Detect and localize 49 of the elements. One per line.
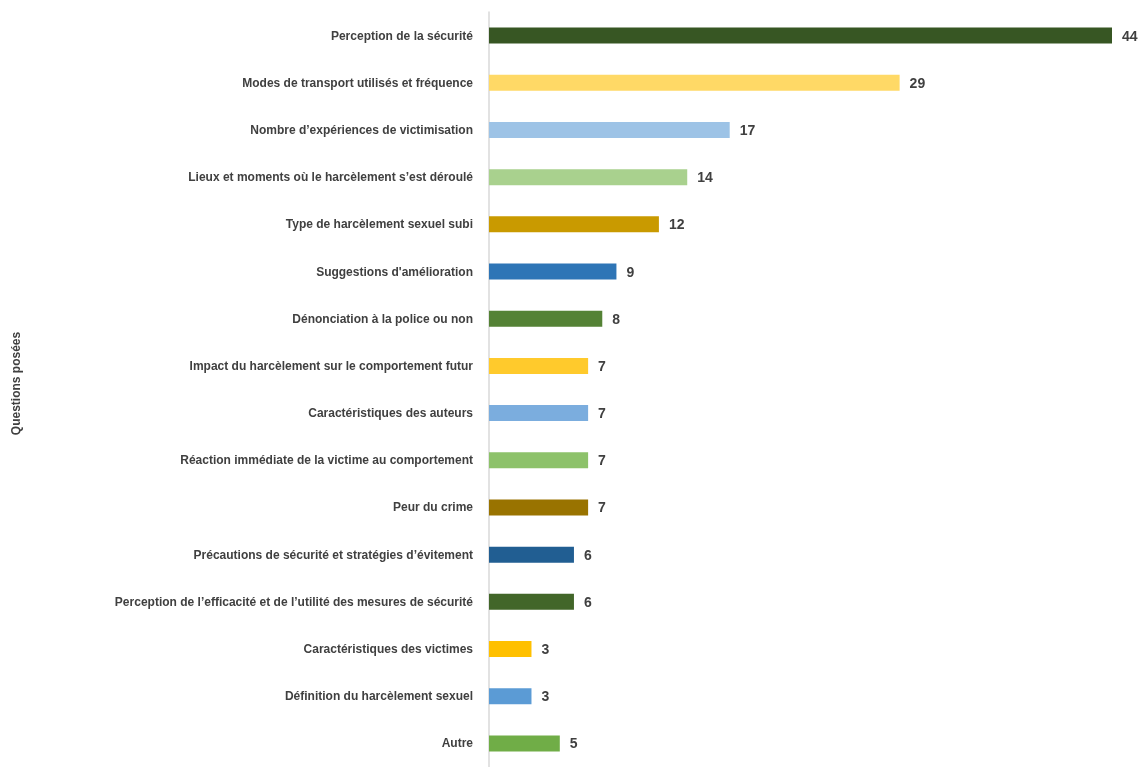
bar: [489, 263, 617, 280]
y-tick-label: Précautions de sécurité et stratégies d’évitement: [193, 547, 473, 562]
bar: [489, 499, 589, 516]
text: Questions posées: [9, 331, 23, 436]
y-tick-label: Dénonciation à la police ou non: [292, 311, 473, 326]
y-tick-label: Caractéristiques des victimes: [303, 642, 474, 657]
y-tick-label: Caractéristiques des auteurs: [308, 406, 474, 421]
y-tick-label: Réaction immédiate de la victime au comportement: [180, 453, 473, 468]
y-tick-label: Définition du harcèlement sexuel: [284, 689, 473, 704]
data-label: 14: [697, 169, 714, 186]
y-tick-label: Impact du harcèlement sur le comportement futur: [189, 358, 474, 373]
data-label: 7: [598, 452, 607, 469]
bar: [489, 27, 1112, 44]
y-tick-label: Perception de la sécurité: [330, 28, 474, 43]
bar: [489, 452, 589, 469]
bar: [489, 688, 532, 705]
bar: [489, 121, 730, 138]
y-tick-label: Perception de l’efficacité et de l’utilité des mesures de sécurité: [114, 594, 474, 609]
data-label: 7: [598, 357, 607, 374]
bar: [489, 169, 688, 186]
data-label: 6: [583, 593, 592, 610]
data-label: 7: [598, 499, 607, 516]
y-tick-label: Suggestions d'amélioration: [316, 264, 473, 279]
y-tick-label: Nombre d’expériences de victimisation: [250, 122, 473, 137]
data-label: 29: [909, 74, 926, 91]
bar: [489, 735, 560, 752]
data-label: 17: [739, 121, 756, 138]
bar: [489, 546, 574, 563]
y-tick-label: Autre: [441, 736, 474, 751]
y-tick-label: Type de harcèlement sexuel subi: [285, 217, 473, 232]
y-tick-label: Modes de transport utilisés et fréquence: [242, 75, 474, 90]
bar: [489, 74, 900, 91]
data-label: 3: [541, 641, 550, 658]
data-label: 44: [1122, 27, 1138, 44]
y-tick-label: Lieux et moments où le harcèlement s’est déroulé: [188, 170, 474, 185]
data-label: 6: [583, 546, 592, 563]
data-label: 12: [668, 216, 685, 233]
bar: [489, 310, 603, 327]
bar: [489, 357, 589, 374]
y-tick-label: Peur du crime: [392, 500, 474, 515]
data-label: 8: [612, 310, 621, 327]
bar: [489, 641, 532, 658]
bar: [489, 216, 659, 233]
bar: [489, 593, 574, 610]
bar: [489, 405, 589, 422]
data-label: 7: [598, 405, 607, 422]
data-label: 9: [626, 263, 635, 280]
data-label: 3: [541, 688, 550, 705]
data-label: 5: [569, 735, 578, 752]
